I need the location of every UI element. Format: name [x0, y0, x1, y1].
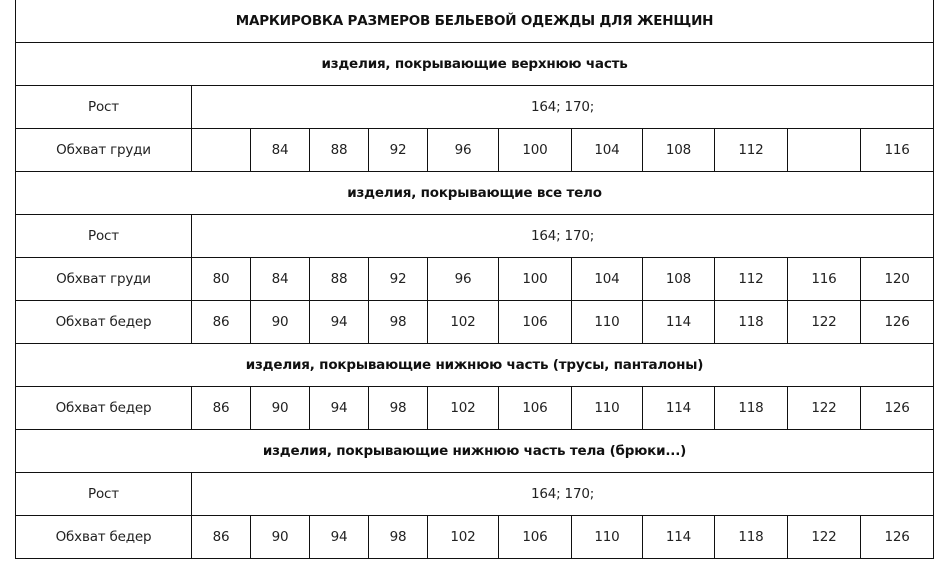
- size-value: 114: [642, 386, 715, 430]
- row-label: Обхват бедер: [15, 386, 192, 430]
- size-value: 90: [250, 386, 310, 430]
- table-row: Рост 164; 170;: [15, 472, 935, 516]
- table-row: Рост 164; 170;: [15, 85, 935, 129]
- size-value: 110: [571, 386, 643, 430]
- size-value: 94: [309, 515, 369, 559]
- size-value: 104: [571, 257, 643, 301]
- size-value: 114: [642, 515, 715, 559]
- size-value: 86: [191, 515, 251, 559]
- table-row: Обхват груди 80 84 88 92 96 100 104 108 112 116 120: [15, 257, 935, 301]
- size-value: 110: [571, 300, 643, 344]
- size-value: 88: [309, 257, 369, 301]
- size-value: 96: [427, 257, 499, 301]
- size-value: 122: [787, 386, 861, 430]
- size-value: 118: [714, 300, 788, 344]
- size-value: 104: [571, 128, 643, 172]
- table-row: Обхват бедер 86 90 94 98 102 106 110 114 118 122 12…: [15, 515, 935, 559]
- section-heading-row: изделия, покрывающие верхнюю часть: [14, 42, 935, 86]
- size-value: 88: [309, 128, 369, 172]
- size-value: 96: [427, 128, 499, 172]
- section-heading-row: изделия, покрывающие нижнюю часть (трусы…: [14, 343, 935, 387]
- row-label: Обхват бедер: [15, 515, 192, 559]
- size-value: 92: [368, 257, 428, 301]
- height-value: 164; 170;: [190, 85, 935, 129]
- size-value: 116: [859, 128, 935, 172]
- size-value: 118: [714, 515, 788, 559]
- section-heading-row: изделия, покрывающие нижнюю часть тела (…: [14, 429, 935, 473]
- size-value: 114: [642, 300, 715, 344]
- size-value: 102: [427, 515, 499, 559]
- size-value: 122: [787, 300, 861, 344]
- section-heading: изделия, покрывающие верхнюю часть: [14, 42, 935, 86]
- size-value: 92: [368, 128, 428, 172]
- section-heading: изделия, покрывающие все тело: [14, 171, 935, 215]
- row-label: Рост: [15, 472, 192, 516]
- row-label: Рост: [15, 214, 192, 258]
- size-table: МАРКИРОВКА РАЗМЕРОВ БЕЛЬЕВОЙ ОДЕЖДЫ ДЛЯ …: [14, 0, 935, 559]
- section-heading-row: изделия, покрывающие все тело: [14, 171, 935, 215]
- size-value: 98: [368, 386, 428, 430]
- size-value: 106: [498, 300, 572, 344]
- size-value: [787, 128, 861, 172]
- size-value: 126: [859, 300, 935, 344]
- size-value: 80: [191, 257, 251, 301]
- size-value: 84: [250, 128, 310, 172]
- row-label: Обхват груди: [15, 128, 192, 172]
- table-row: Обхват бедер 86 90 94 98 102 106 110 114 118 122 12…: [15, 300, 935, 344]
- size-value: 118: [714, 386, 788, 430]
- size-value: 102: [427, 300, 499, 344]
- height-value: 164; 170;: [190, 472, 935, 516]
- size-value: 98: [368, 300, 428, 344]
- size-value: 94: [309, 386, 369, 430]
- size-value: 90: [250, 515, 310, 559]
- table-row: Обхват груди 84 88 92 96 100 104 108 112 116: [15, 128, 935, 172]
- size-value: 120: [859, 257, 935, 301]
- size-value: 116: [787, 257, 861, 301]
- size-value: 98: [368, 515, 428, 559]
- size-value: 100: [498, 257, 572, 301]
- size-value: 112: [714, 128, 788, 172]
- row-label: Обхват груди: [15, 257, 192, 301]
- size-value: 86: [191, 300, 251, 344]
- size-value: 110: [571, 515, 643, 559]
- section-heading: изделия, покрывающие нижнюю часть (трусы…: [14, 343, 935, 387]
- section-heading: изделия, покрывающие нижнюю часть тела (…: [14, 429, 935, 473]
- size-value: 106: [498, 386, 572, 430]
- size-value: 122: [787, 515, 861, 559]
- size-value: 84: [250, 257, 310, 301]
- table-row: Рост 164; 170;: [15, 214, 935, 258]
- table-row: Обхват бедер 86 90 94 98 102 106 110 114 118 122 12…: [15, 386, 935, 430]
- size-value: 126: [859, 515, 935, 559]
- size-value: 90: [250, 300, 310, 344]
- size-value: 108: [642, 257, 715, 301]
- size-value: 126: [859, 386, 935, 430]
- row-label: Рост: [15, 85, 192, 129]
- size-value: [191, 128, 251, 172]
- title-row: МАРКИРОВКА РАЗМЕРОВ БЕЛЬЕВОЙ ОДЕЖДЫ ДЛЯ …: [14, 0, 935, 43]
- table-title: МАРКИРОВКА РАЗМЕРОВ БЕЛЬЕВОЙ ОДЕЖДЫ ДЛЯ …: [14, 0, 935, 43]
- size-value: 86: [191, 386, 251, 430]
- height-value: 164; 170;: [190, 214, 935, 258]
- size-value: 102: [427, 386, 499, 430]
- size-value: 100: [498, 128, 572, 172]
- row-label: Обхват бедер: [15, 300, 192, 344]
- size-value: 108: [642, 128, 715, 172]
- size-value: 106: [498, 515, 572, 559]
- size-value: 94: [309, 300, 369, 344]
- size-value: 112: [714, 257, 788, 301]
